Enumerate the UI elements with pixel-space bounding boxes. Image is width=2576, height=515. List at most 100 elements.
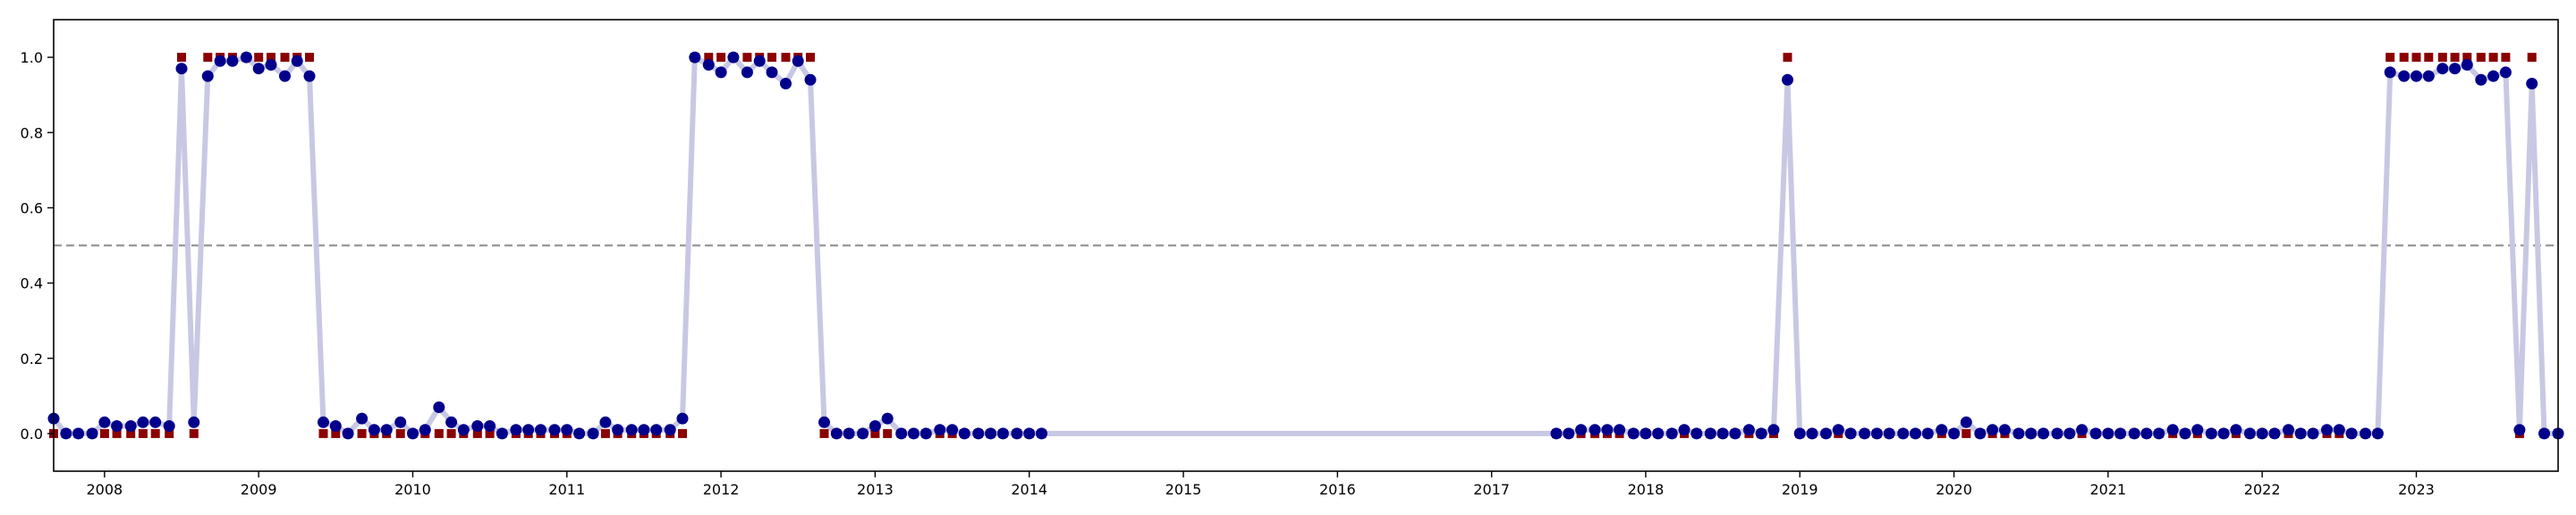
label-point xyxy=(357,428,367,438)
data-point xyxy=(124,420,137,432)
data-point xyxy=(741,66,753,79)
data-point xyxy=(881,412,894,425)
x-tick-label: 2008 xyxy=(87,481,123,498)
data-point xyxy=(1614,424,1626,436)
data-point xyxy=(2089,427,2102,440)
data-point xyxy=(1665,427,1678,440)
data-point xyxy=(407,427,419,440)
label-point xyxy=(434,428,444,438)
y-tick-label: 0.4 xyxy=(21,275,43,292)
y-axis: 0.0 0.2 0.4 0.6 0.8 1.0 xyxy=(21,49,54,443)
label-point xyxy=(2450,53,2460,63)
data-point xyxy=(1782,73,1793,86)
x-tick-label: 2015 xyxy=(1165,481,1202,498)
data-point xyxy=(342,427,354,440)
data-point xyxy=(1820,427,1832,440)
label-point xyxy=(203,53,213,63)
data-point xyxy=(510,424,522,436)
label-point xyxy=(1783,53,1792,63)
data-point xyxy=(1844,427,1857,440)
data-point xyxy=(1897,427,1910,440)
data-point xyxy=(111,420,123,432)
data-point xyxy=(1627,427,1640,440)
data-point xyxy=(727,51,740,63)
plot-area xyxy=(47,51,2564,440)
data-point xyxy=(1832,424,1844,436)
data-point xyxy=(163,420,175,432)
data-point xyxy=(1755,427,1767,440)
data-point xyxy=(638,424,650,436)
data-point xyxy=(2307,427,2319,440)
data-point xyxy=(2321,424,2333,436)
data-point xyxy=(664,424,676,436)
data-point xyxy=(946,424,959,436)
label-point xyxy=(2385,53,2395,63)
x-tick-label: 2012 xyxy=(703,481,740,498)
data-point xyxy=(908,427,919,440)
data-point xyxy=(2128,427,2140,440)
data-point xyxy=(1716,427,1729,440)
data-point xyxy=(279,70,291,82)
x-tick-label: 2013 xyxy=(857,481,894,498)
data-point xyxy=(689,51,701,63)
x-tick-label: 2022 xyxy=(2244,481,2281,498)
data-point xyxy=(226,55,239,67)
data-point xyxy=(1589,424,1601,436)
data-point xyxy=(2538,427,2550,440)
data-point xyxy=(291,55,303,67)
data-point xyxy=(1704,427,1716,440)
data-point xyxy=(329,420,342,432)
data-point xyxy=(394,416,407,428)
data-point xyxy=(676,412,689,425)
data-point xyxy=(1974,427,1987,440)
label-point xyxy=(138,428,148,438)
x-tick-label: 2020 xyxy=(1936,481,1972,498)
data-point xyxy=(303,70,316,82)
data-point xyxy=(2513,424,2526,436)
label-point xyxy=(1962,428,1971,438)
data-point xyxy=(573,427,586,440)
y-tick-label: 1.0 xyxy=(21,49,43,66)
y-tick-label: 0.0 xyxy=(21,426,43,443)
data-point xyxy=(496,427,508,440)
label-point xyxy=(254,53,264,63)
data-point xyxy=(1936,424,1948,436)
data-point xyxy=(1883,427,1895,440)
data-point xyxy=(72,427,85,440)
data-point xyxy=(843,427,855,440)
label-point xyxy=(716,53,726,63)
data-point xyxy=(1678,424,1690,436)
data-point xyxy=(2166,424,2179,436)
label-point xyxy=(112,428,122,438)
data-point xyxy=(753,55,766,67)
data-point xyxy=(2114,427,2127,440)
label-point xyxy=(280,53,290,63)
label-point xyxy=(165,428,174,438)
data-point xyxy=(2076,424,2089,436)
data-point xyxy=(318,416,329,428)
data-point xyxy=(1729,427,1741,440)
data-point xyxy=(780,78,792,89)
data-point xyxy=(2499,66,2512,79)
data-point xyxy=(149,416,162,428)
data-point xyxy=(2449,63,2462,75)
label-point xyxy=(2527,53,2537,63)
data-point xyxy=(2038,427,2049,440)
data-point xyxy=(1793,427,1806,440)
data-point xyxy=(587,427,599,440)
x-tick-label: 2018 xyxy=(1628,481,1665,498)
data-point xyxy=(1960,416,1972,428)
x-tick-label: 2014 xyxy=(1011,481,1047,498)
label-point xyxy=(600,428,610,438)
data-point xyxy=(2025,427,2038,440)
data-point xyxy=(958,427,970,440)
label-point xyxy=(883,428,893,438)
data-point xyxy=(522,424,535,436)
data-point xyxy=(2205,427,2217,440)
x-tick-label: 2023 xyxy=(2398,481,2435,498)
label-point xyxy=(2501,53,2511,63)
data-point xyxy=(2012,427,2025,440)
data-point xyxy=(2102,427,2114,440)
data-point xyxy=(471,420,484,432)
